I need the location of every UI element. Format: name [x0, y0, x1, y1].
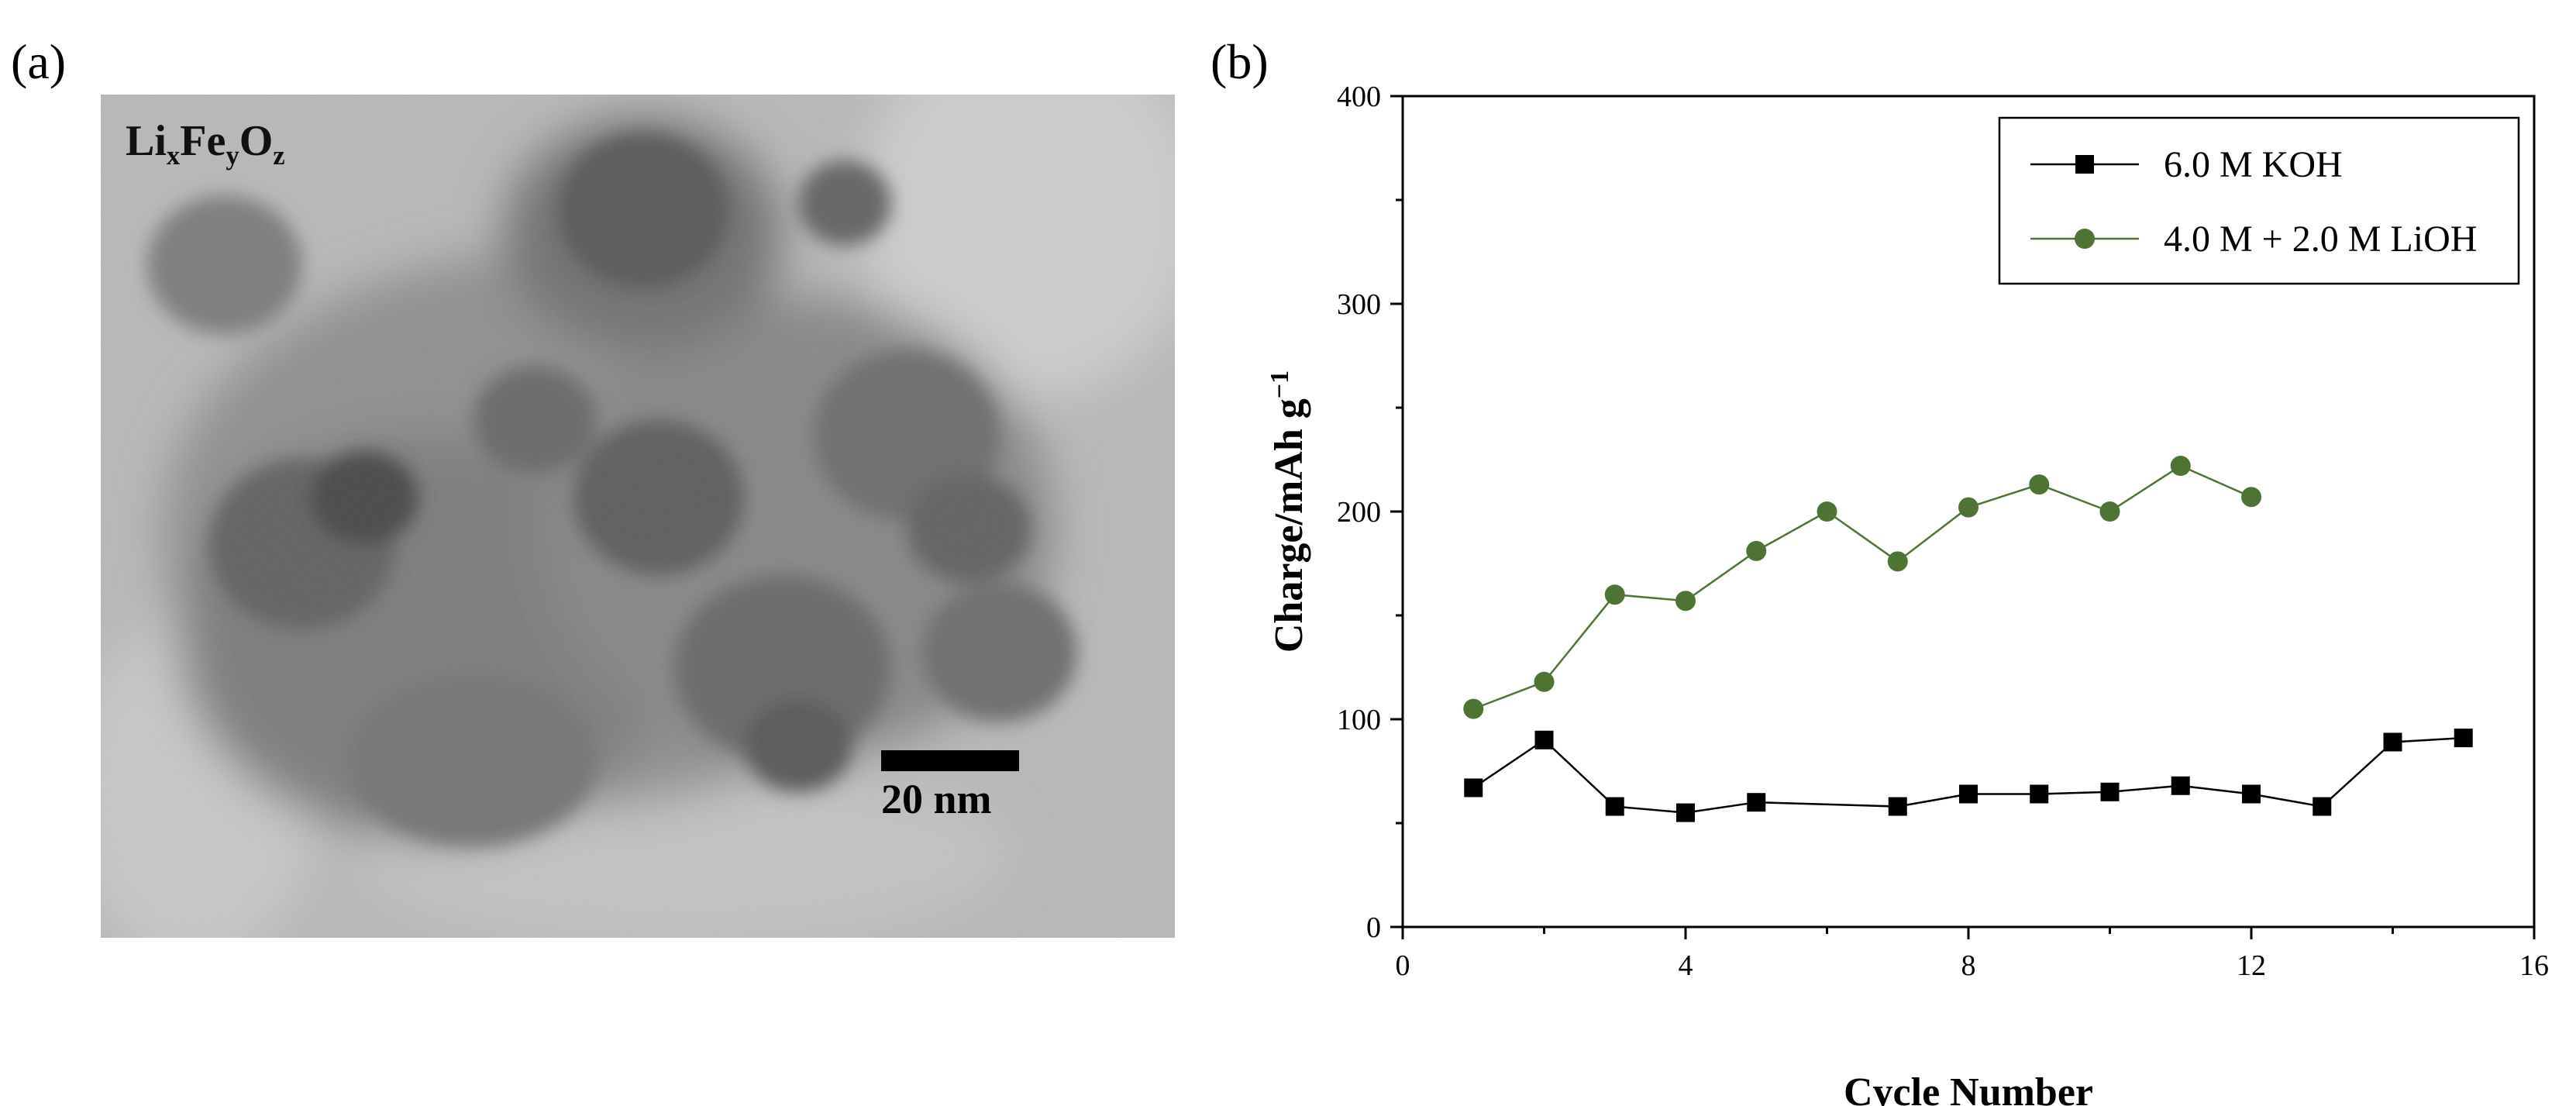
x-tick-label: 0	[1396, 949, 1410, 982]
y-tick-label: 200	[1337, 496, 1381, 529]
y-tick-label: 0	[1366, 911, 1381, 944]
tem-micrograph: LixFeyOz	[101, 95, 1175, 938]
legend: 6.0 M KOH 4.0 M + 2.0 M LiOH	[1998, 116, 2520, 285]
data-point-circle	[1817, 501, 1837, 522]
y-tick-label: 100	[1337, 704, 1381, 736]
data-point-square	[2100, 782, 2120, 801]
data-point-square	[1605, 797, 1624, 816]
tem-image	[101, 95, 1175, 938]
series-line	[1472, 464, 2252, 710]
x-tick-label: 12	[2237, 949, 2266, 982]
legend-marker-circle	[2075, 229, 2095, 249]
data-point-square	[2030, 784, 2049, 804]
data-point-circle	[2170, 456, 2191, 477]
panel-a-label: (a)	[11, 34, 67, 89]
data-point-square	[2242, 784, 2261, 804]
data-point-square	[2454, 729, 2473, 748]
data-point-circle	[2099, 501, 2120, 522]
legend-marker-square	[2075, 155, 2094, 174]
series-2	[1463, 456, 2261, 719]
scale-bar-label: 20 nm	[881, 776, 992, 822]
data-point-square	[2313, 797, 2332, 816]
series-1	[1464, 729, 2473, 822]
y-axis-title: Charge/mAh g−1	[1266, 370, 1312, 653]
data-point-square	[1676, 803, 1695, 822]
data-point-square	[1959, 784, 1978, 804]
axes: 0 4 8 12 16 0 100 200 300 400	[1337, 81, 2549, 982]
data-point-square	[1888, 797, 1907, 816]
data-point-circle	[2029, 474, 2050, 495]
data-point-circle	[1534, 671, 1555, 692]
data-point-square	[2171, 776, 2190, 795]
data-point-circle	[1604, 584, 1625, 605]
material-formula: LixFeyOz	[126, 117, 285, 171]
scale-bar	[881, 750, 1019, 771]
y-tick-label: 300	[1337, 288, 1381, 321]
x-tick-label: 16	[2519, 949, 2549, 982]
chart-svg: 0 4 8 12 16 0 100 200 300 400 6.0 M KOH 4.0 M + 2.…	[1266, 81, 2550, 1106]
x-tick-label: 8	[1961, 949, 1976, 982]
data-point-circle	[2241, 487, 2261, 508]
series	[1463, 456, 2473, 822]
x-axis-title: Cycle Number	[1844, 1070, 2093, 1106]
data-point-circle	[1746, 540, 1767, 561]
panel-b-label: (b)	[1211, 34, 1269, 89]
data-point-square	[1464, 778, 1483, 798]
data-point-circle	[1463, 698, 1484, 719]
legend-box	[1998, 116, 2520, 285]
y-tick-label: 400	[1337, 81, 1381, 113]
charge-chart: 0 4 8 12 16 0 100 200 300 400 6.0 M KOH 4.0 M + 2.…	[1224, 47, 2576, 1106]
series-line	[1472, 736, 2464, 814]
legend-label: 4.0 M + 2.0 M LiOH	[2164, 219, 2477, 260]
data-point-circle	[1958, 497, 1978, 518]
data-point-square	[1534, 730, 1554, 749]
x-tick-label: 4	[1679, 949, 1693, 982]
data-point-circle	[1675, 591, 1696, 612]
legend-label: 6.0 M KOH	[2164, 144, 2343, 185]
data-point-square	[1747, 793, 1766, 812]
data-point-circle	[1887, 551, 1908, 572]
data-point-square	[2383, 732, 2402, 752]
